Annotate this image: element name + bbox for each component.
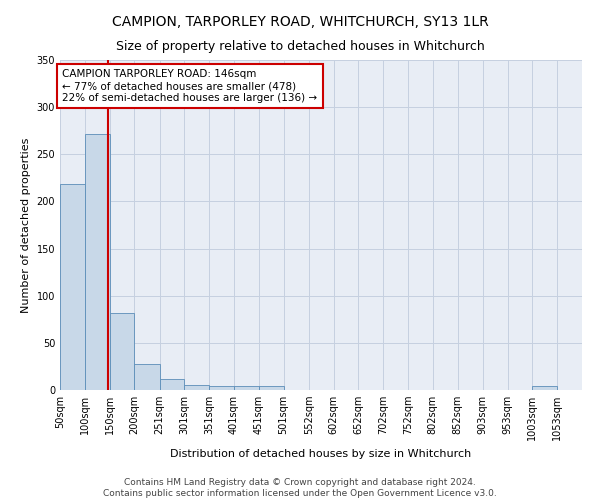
Bar <box>85 134 110 390</box>
Bar <box>134 364 160 390</box>
Bar <box>110 312 134 390</box>
Bar <box>234 386 259 390</box>
Text: Size of property relative to detached houses in Whitchurch: Size of property relative to detached ho… <box>116 40 484 53</box>
Bar <box>160 378 184 390</box>
Bar <box>209 386 234 390</box>
Text: Contains HM Land Registry data © Crown copyright and database right 2024.
Contai: Contains HM Land Registry data © Crown c… <box>103 478 497 498</box>
Bar <box>259 386 284 390</box>
Bar <box>60 184 85 390</box>
Bar <box>532 386 557 390</box>
Text: CAMPION, TARPORLEY ROAD, WHITCHURCH, SY13 1LR: CAMPION, TARPORLEY ROAD, WHITCHURCH, SY1… <box>112 15 488 29</box>
Bar <box>184 386 209 390</box>
Y-axis label: Number of detached properties: Number of detached properties <box>21 138 31 312</box>
X-axis label: Distribution of detached houses by size in Whitchurch: Distribution of detached houses by size … <box>170 448 472 458</box>
Text: CAMPION TARPORLEY ROAD: 146sqm
← 77% of detached houses are smaller (478)
22% of: CAMPION TARPORLEY ROAD: 146sqm ← 77% of … <box>62 70 317 102</box>
